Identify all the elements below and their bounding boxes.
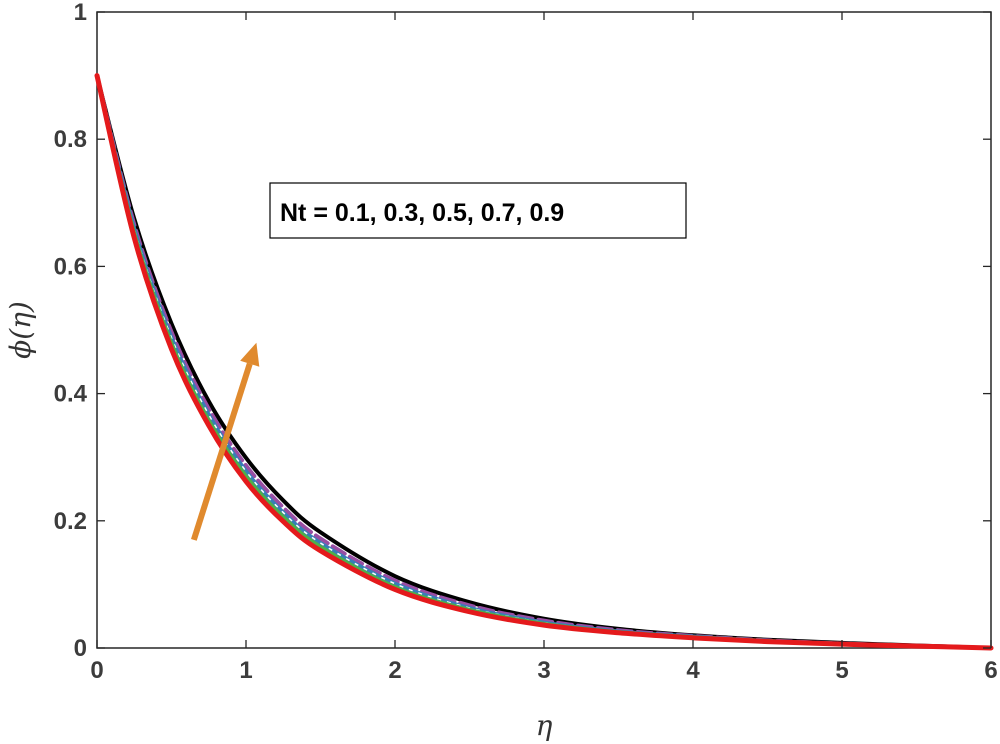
arrow-shaft: [190, 362, 253, 541]
y-tick-label-0: 0: [74, 635, 87, 662]
y-tick-label-0.4: 0.4: [54, 381, 88, 408]
x-tick-label-2: 2: [388, 657, 401, 684]
annotation-box: [269, 182, 687, 239]
y-tick-label-1: 1: [74, 0, 87, 26]
x-axis-label: η: [536, 709, 553, 742]
y-axis-label: ϕ(η): [4, 301, 37, 359]
x-tick-label-6: 6: [984, 657, 997, 684]
x-tick-label-0: 0: [90, 657, 103, 684]
y-tick-label-0.6: 0.6: [54, 253, 87, 280]
y-tick-label-0.8: 0.8: [54, 126, 87, 153]
series-line-1: [94, 73, 994, 651]
tick-layer: 0 1 2 3 4 5 6 0 0.2 0.4 0.6 0.8 1: [54, 0, 998, 684]
y-tick-label-0.2: 0.2: [54, 508, 87, 535]
annotation-text: Nt = 0.1, 0.3, 0.5, 0.7, 0.9: [280, 199, 564, 227]
trend-arrow: [190, 342, 260, 541]
plot-frame: [96, 11, 992, 649]
arrow-head: [240, 342, 260, 367]
x-tick-label-4: 4: [686, 657, 700, 684]
x-tick-label-1: 1: [239, 657, 252, 684]
x-tick-label-3: 3: [537, 657, 550, 684]
x-tick-label-5: 5: [835, 657, 848, 684]
series-layer: [94, 73, 994, 651]
annotation: Nt = 0.1, 0.3, 0.5, 0.7, 0.9: [269, 182, 687, 239]
